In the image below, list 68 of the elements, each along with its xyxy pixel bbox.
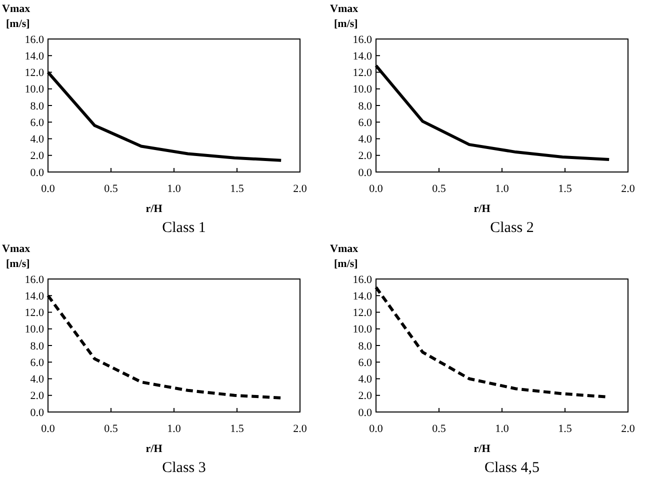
x-axis-title: r/H — [474, 203, 491, 215]
y-tick-label: 2.0 — [30, 150, 44, 162]
x-tick-label: 0.5 — [104, 183, 118, 195]
y-tick-label: 0.0 — [358, 406, 372, 419]
x-tick-label: 0.0 — [41, 423, 56, 435]
y-tick-label: 4.0 — [30, 374, 44, 386]
y-tick-label: 8.0 — [358, 100, 372, 112]
y-tick-label: 2.0 — [358, 150, 372, 162]
text: Class 4,5 — [484, 460, 540, 476]
y-tick-label: 12.0 — [352, 67, 372, 80]
y-axis-title: Vmax [m/s] — [330, 243, 359, 270]
y-tick-label: 6.0 — [30, 356, 44, 369]
x-tick-label: 1.5 — [230, 423, 244, 435]
y-tick-label: 4.0 — [358, 134, 372, 146]
x-tick-label: 1.0 — [495, 423, 510, 435]
x-axis-title: r/H — [474, 443, 491, 455]
x-tick-label: 2.0 — [293, 423, 308, 435]
x-tick-label: 2.0 — [293, 183, 308, 195]
x-axis-title: r/H — [146, 203, 163, 215]
y-tick-label: 12.0 — [352, 307, 372, 320]
y-tick-label: 14.0 — [352, 290, 372, 302]
x-tick-label: 1.0 — [495, 183, 510, 195]
y-tick-label: 14.0 — [24, 290, 44, 302]
x-tick-label: 0.5 — [432, 423, 446, 435]
y-tick-label: 0.0 — [30, 406, 44, 419]
text: Class 3 — [162, 460, 206, 476]
x-tick-label: 1.0 — [167, 423, 182, 435]
y-tick-label: 12.0 — [24, 67, 44, 80]
x-tick-label: 0.5 — [432, 183, 446, 195]
x-tick-label: 2.0 — [621, 423, 636, 435]
y-axis-title: Vmax [m/s] — [2, 243, 31, 270]
x-tick-label: 0.5 — [104, 423, 118, 435]
y-tick-label: 6.0 — [358, 356, 372, 369]
y-tick-label: 8.0 — [30, 340, 44, 352]
x-tick-label: 1.5 — [230, 183, 244, 195]
y-tick-label: 10.0 — [352, 324, 372, 336]
y-tick-label: 6.0 — [358, 116, 372, 129]
y-tick-label: 14.0 — [352, 50, 372, 62]
y-tick-label: 2.0 — [30, 390, 44, 402]
x-tick-label: 2.0 — [621, 183, 636, 195]
y-axis-title: Vmax [m/s] — [330, 3, 359, 30]
y-tick-label: 16.0 — [24, 34, 44, 46]
y-tick-label: 10.0 — [24, 84, 44, 96]
x-tick-label: 1.5 — [558, 183, 572, 195]
y-tick-label: 8.0 — [30, 100, 44, 112]
y-tick-label: 10.0 — [24, 324, 44, 336]
x-tick-label: 0.0 — [369, 423, 384, 435]
x-tick-label: 1.5 — [558, 423, 572, 435]
x-tick-label: 0.0 — [369, 183, 384, 195]
text: Class 1 — [162, 220, 206, 236]
y-tick-label: 6.0 — [30, 116, 44, 129]
y-tick-label: 0.0 — [30, 166, 44, 179]
y-tick-label: 16.0 — [24, 274, 44, 286]
y-tick-label: 0.0 — [358, 166, 372, 179]
x-axis-title: r/H — [146, 443, 163, 455]
y-tick-label: 10.0 — [352, 84, 372, 96]
y-tick-label: 14.0 — [24, 50, 44, 62]
y-tick-label: 12.0 — [24, 307, 44, 320]
text: Class 2 — [490, 220, 534, 236]
y-tick-label: 16.0 — [352, 34, 372, 46]
y-tick-label: 16.0 — [352, 274, 372, 286]
x-tick-label: 1.0 — [167, 183, 182, 195]
x-tick-label: 0.0 — [41, 183, 56, 195]
y-tick-label: 8.0 — [358, 340, 372, 352]
y-tick-label: 2.0 — [358, 390, 372, 402]
y-tick-label: 4.0 — [358, 374, 372, 386]
y-axis-title: Vmax [m/s] — [2, 3, 31, 30]
y-tick-label: 4.0 — [30, 134, 44, 146]
